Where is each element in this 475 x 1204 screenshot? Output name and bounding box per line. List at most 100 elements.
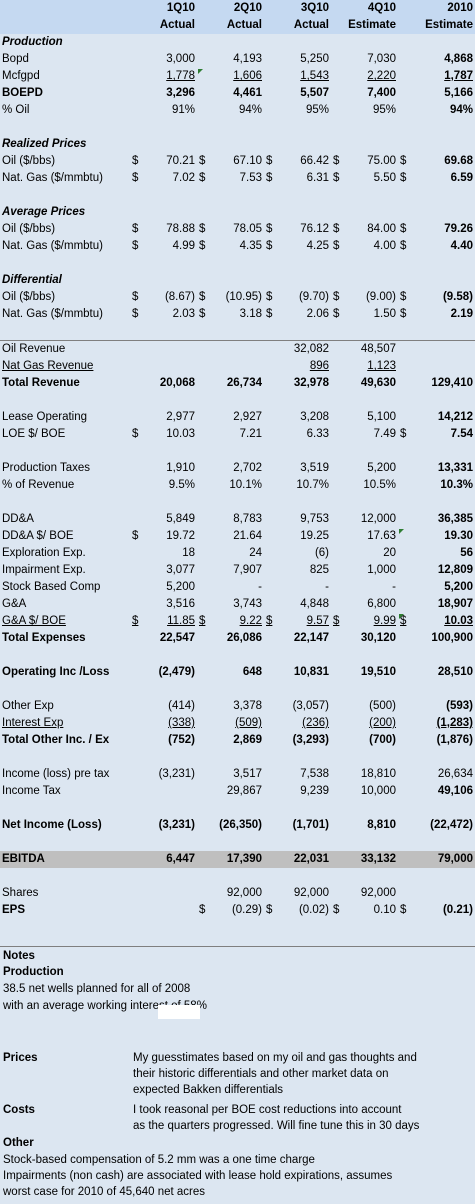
column-period: 1Q10 — [166, 2, 195, 14]
value-cell: 3,208 — [300, 411, 329, 423]
value-cell: 1,606 — [233, 70, 262, 82]
value-cell: 56 — [460, 547, 473, 559]
spacer-cell — [0, 800, 475, 817]
cell-spacer — [331, 732, 343, 749]
cell-spacer — [264, 102, 276, 119]
row-label: % of Revenue — [2, 479, 75, 491]
dollar-sign: $ — [266, 308, 273, 320]
cell-spacer — [398, 664, 410, 681]
dollar-sign: $ — [199, 172, 206, 184]
row-label: Income (loss) pre tax — [2, 768, 110, 780]
value-cell: 825 — [309, 564, 329, 576]
cell-spacer — [130, 85, 142, 102]
column-header: 2010 Estimate — [398, 0, 475, 34]
row-label: Oil ($/bbs) — [2, 223, 56, 235]
value-cell: 10,000 — [360, 785, 396, 797]
notes-production-heading: Production — [3, 966, 64, 978]
row-label: Exploration Exp. — [2, 547, 86, 559]
cell-spacer — [130, 783, 142, 800]
value-cell: 9.22 — [239, 615, 262, 627]
value-cell: 67.10 — [233, 155, 262, 167]
cell-spacer — [398, 528, 410, 545]
value-cell: - — [392, 581, 396, 593]
value-cell: 100,900 — [431, 632, 473, 644]
spacer-row — [0, 443, 475, 460]
value-cell: 3,517 — [233, 768, 262, 780]
cell-spacer — [398, 340, 410, 358]
value-cell: (752) — [168, 734, 195, 746]
column-period: 3Q10 — [300, 2, 329, 14]
dollar-sign: $ — [333, 615, 340, 627]
table-row: Income (loss) pre tax (3,231) 3,517 7,538 18… — [0, 766, 475, 783]
cell-spacer — [130, 817, 142, 834]
dollar-sign: $ — [199, 155, 206, 167]
dollar-sign: $ — [132, 428, 139, 440]
value-cell: (26,350) — [219, 819, 262, 831]
value-cell: 92,000 — [293, 887, 329, 899]
cell-spacer — [264, 630, 276, 647]
value-cell — [142, 783, 197, 800]
value-cell: 14,212 — [437, 411, 473, 423]
cell-spacer — [197, 715, 209, 732]
cell-spacer — [398, 596, 410, 613]
dollar-sign: $ — [400, 223, 407, 235]
table-row: G&A $/ BOE $11.85 $9.22 $9.57 $9.99 $10.03 — [0, 613, 475, 630]
cell-spacer — [331, 630, 343, 647]
cell-spacer — [264, 732, 276, 749]
dollar-sign: $ — [400, 172, 407, 184]
value-cell — [209, 358, 264, 375]
value-cell — [142, 885, 197, 902]
table-row: Impairment Exp. 3,077 7,907 825 1,000 12,809 — [0, 562, 475, 579]
dollar-sign: $ — [132, 155, 139, 167]
value-cell: 79,000 — [410, 851, 475, 868]
cell-spacer — [331, 460, 343, 477]
cell-spacer — [331, 477, 343, 494]
value-cell: 1,123 — [367, 360, 396, 372]
row-label: EPS — [2, 904, 26, 916]
section-row: Production — [0, 34, 475, 51]
value-cell: (593) — [446, 700, 473, 712]
cell-spacer — [398, 68, 410, 85]
cell-spacer — [331, 664, 343, 681]
column-header: 1Q10 Actual — [130, 0, 197, 34]
value-cell: 9.57 — [306, 615, 329, 627]
value-cell: 26,634 — [437, 768, 473, 780]
value-cell: 5,200 — [367, 462, 396, 474]
value-cell: 5,849 — [166, 513, 195, 525]
value-cell: 18 — [182, 547, 195, 559]
value-cell: 2,927 — [233, 411, 262, 423]
value-cell: 3,519 — [300, 462, 329, 474]
spacer-cell — [0, 834, 475, 851]
cell-spacer — [398, 460, 410, 477]
cell-spacer — [197, 340, 209, 358]
cell-spacer — [197, 511, 209, 528]
value-cell: 22,031 — [276, 851, 331, 868]
value-cell: (0.21) — [442, 904, 473, 916]
section-row: Average Prices — [0, 204, 475, 221]
table-row: DD&A $/ BOE $19.72 21.64 19.25 17.63 19.30 — [0, 528, 475, 545]
value-cell: (0.02) — [298, 904, 329, 916]
value-cell: 28,510 — [437, 666, 473, 678]
dollar-sign: $ — [400, 904, 407, 916]
cell-spacer — [264, 358, 276, 375]
dollar-sign: $ — [400, 308, 407, 320]
value-cell: 19.72 — [166, 530, 195, 542]
cell-spacer — [197, 579, 209, 596]
table-row: Lease Operating 2,977 2,927 3,208 5,100 14,21… — [0, 409, 475, 426]
row-label: DD&A — [2, 513, 34, 525]
value-cell: (236) — [302, 717, 329, 729]
value-cell: 4,848 — [300, 598, 329, 610]
table-row: Oil Revenue 32,082 48,507 — [0, 340, 475, 358]
table-row: Income Tax 29,867 9,239 10,000 49,106 — [0, 783, 475, 800]
value-cell: 95% — [305, 104, 329, 116]
notes-panel: Notes Production 38.5 net wells planned … — [0, 946, 475, 1204]
spacer-cell — [0, 868, 475, 885]
value-cell: 5,507 — [300, 87, 329, 99]
cell-spacer — [130, 579, 142, 596]
value-cell: (338) — [168, 717, 195, 729]
cell-spacer — [264, 426, 276, 443]
value-cell: 7.02 — [172, 172, 195, 184]
table-row: Nat. Gas ($/mmbtu) $7.02 $7.53 $6.31 $5.50 $6… — [0, 170, 475, 187]
dollar-sign: $ — [266, 291, 273, 303]
value-cell: 7.54 — [450, 428, 473, 440]
